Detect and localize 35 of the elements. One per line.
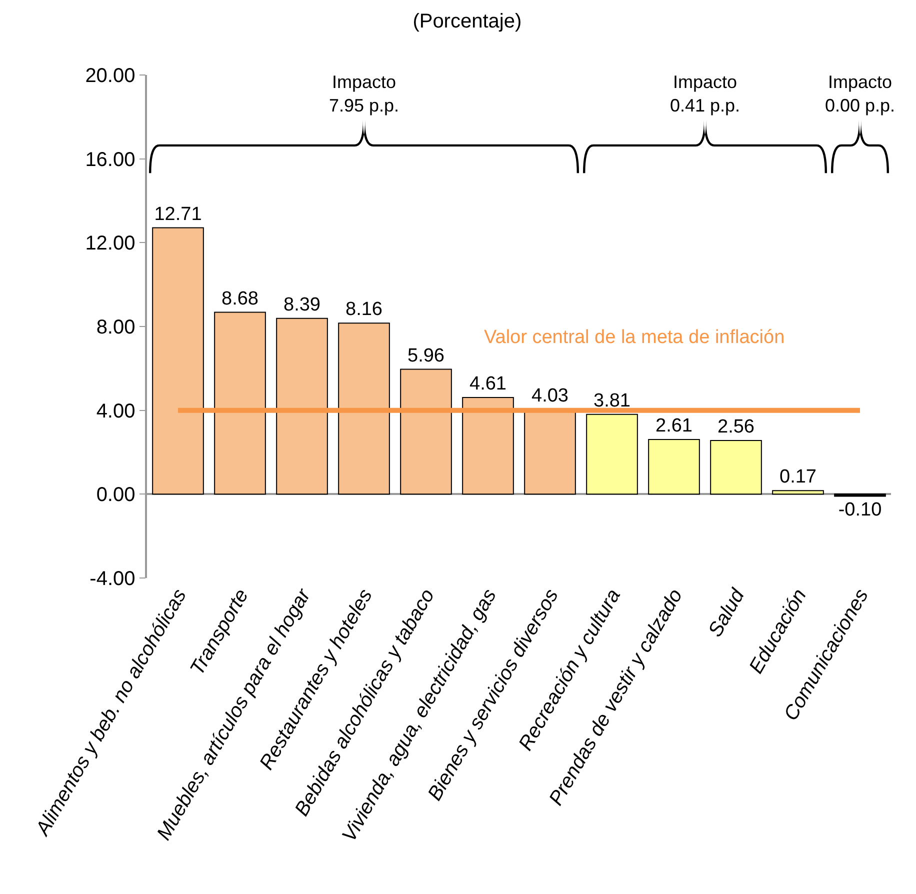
bar [214,312,266,495]
data-label: 2.56 [718,416,754,438]
data-label: 5.96 [408,345,444,366]
bar [152,227,204,495]
bar [648,438,700,495]
y-tick-label: -4.00 [90,568,136,590]
y-tick-label: 20.00 [85,65,136,87]
bar [834,494,886,497]
bar [772,490,824,495]
y-tick-label: 8.00 [96,316,136,338]
bar [400,368,452,495]
data-label: 0.17 [780,466,816,488]
data-label: 3.81 [594,390,630,412]
y-tick-label: 16.00 [85,148,136,171]
ref-line-label: Valor central de la meta de inflación [484,327,785,348]
bar [710,440,762,495]
data-label: 4.03 [532,386,568,407]
data-label: 4.61 [470,374,506,395]
data-label: 2.61 [656,415,692,436]
bar [276,318,328,495]
y-tick-label: 12.00 [85,232,136,255]
bar [462,397,514,495]
bar [338,322,390,495]
annotation: Impacto 0.00 p.p. [825,72,896,116]
y-tick-label: 4.00 [96,400,136,422]
chart-title: (Porcentaje) [412,10,522,32]
data-label: 12.71 [154,204,202,225]
data-label: 8.16 [346,299,382,320]
data-label: 8.39 [284,294,320,316]
data-label: 8.68 [222,288,258,310]
data-label: -0.10 [838,499,882,520]
annotation: Impacto 0.41 p.p. [670,72,740,116]
bar [586,414,638,495]
annotation: Impacto 7.95 p.p. [329,72,400,116]
y-tick-label: 0.00 [96,484,136,506]
